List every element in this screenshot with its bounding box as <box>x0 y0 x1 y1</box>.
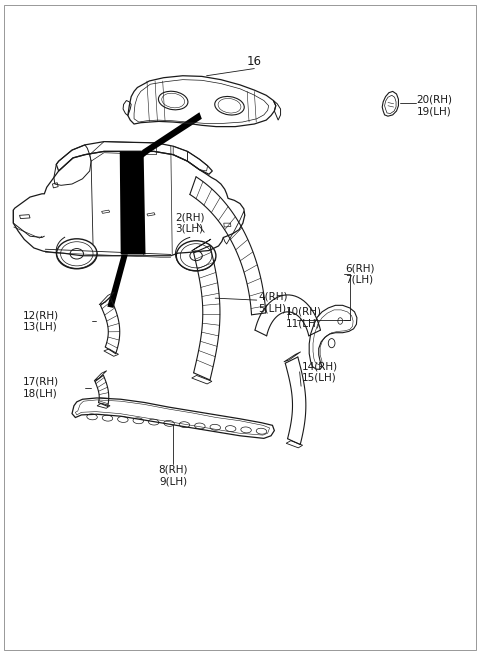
Text: 20(RH)
19(LH): 20(RH) 19(LH) <box>417 95 453 117</box>
Polygon shape <box>142 112 202 158</box>
Text: 4(RH)
5(LH): 4(RH) 5(LH) <box>258 292 288 314</box>
Text: 17(RH)
18(LH): 17(RH) 18(LH) <box>23 377 59 398</box>
Text: 2(RH)
3(LH): 2(RH) 3(LH) <box>176 212 205 234</box>
Text: 8(RH)
9(LH): 8(RH) 9(LH) <box>158 464 188 486</box>
Text: 12(RH)
13(LH): 12(RH) 13(LH) <box>23 310 59 332</box>
Polygon shape <box>120 151 145 254</box>
Text: 6(RH)
7(LH): 6(RH) 7(LH) <box>345 263 374 285</box>
Text: 14(RH)
15(LH): 14(RH) 15(LH) <box>302 361 338 383</box>
Polygon shape <box>108 254 128 308</box>
Text: 16: 16 <box>247 55 262 68</box>
Text: 10(RH)
11(LH): 10(RH) 11(LH) <box>285 307 321 329</box>
